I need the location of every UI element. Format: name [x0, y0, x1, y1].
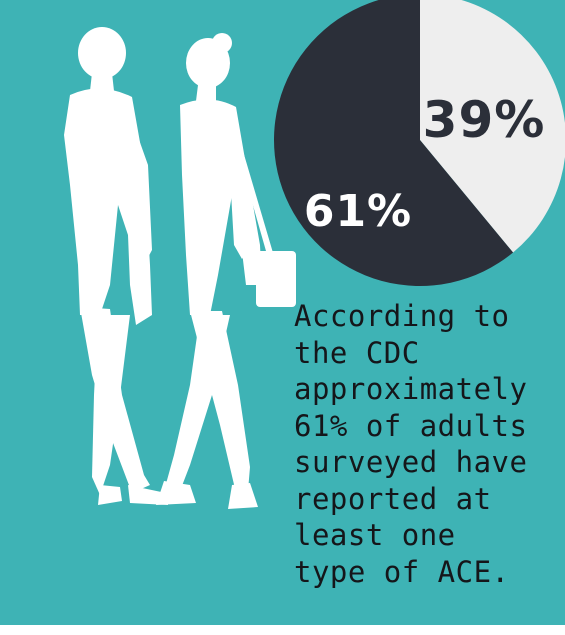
caption-line: least one [294, 518, 456, 552]
caption-line: reported at [294, 481, 492, 516]
pie-label-61: 61% [304, 186, 412, 237]
ace-pie-chart: 39%61% [274, 0, 565, 286]
woman-walking-with-bag-silhouette-icon [156, 33, 296, 509]
caption-line: type of ACE. [294, 554, 510, 589]
caption-line: surveyed have [294, 445, 528, 479]
caption-line: approximately [294, 372, 528, 406]
caption-line: According to [294, 299, 510, 333]
caption-line: the CDC [294, 335, 420, 370]
pie-slice-61 [274, 0, 514, 286]
cdc-ace-caption: According to the CDC approximately 61% of a… [294, 298, 565, 590]
pie-label-39: 39% [423, 91, 546, 149]
caption-line: 61% of adults [294, 408, 528, 443]
people-silhouette-illustration [64, 27, 296, 509]
pie-slice-39 [420, 0, 565, 253]
